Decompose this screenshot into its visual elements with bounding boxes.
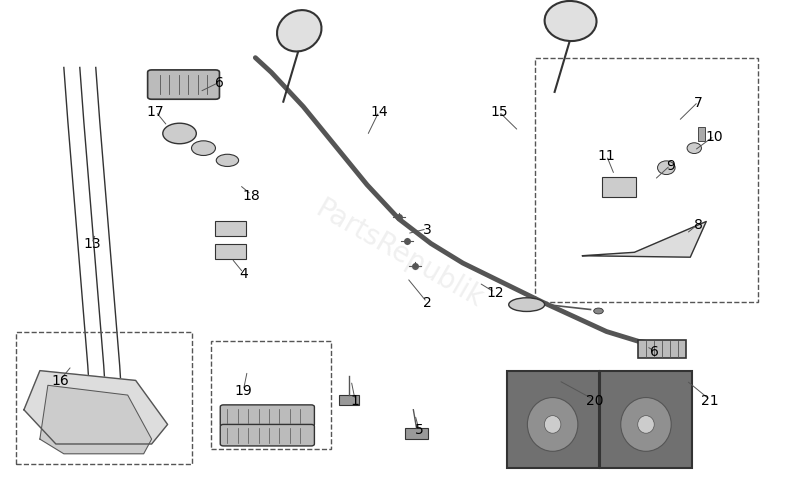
Text: 12: 12 [486, 286, 504, 300]
Bar [211, 342, 331, 449]
Ellipse shape [621, 398, 671, 451]
Ellipse shape [277, 11, 322, 52]
Ellipse shape [594, 308, 603, 314]
Polygon shape [40, 386, 152, 454]
Ellipse shape [658, 162, 675, 175]
Ellipse shape [192, 142, 215, 156]
Polygon shape [24, 371, 168, 444]
Text: 16: 16 [51, 374, 69, 387]
Ellipse shape [544, 416, 561, 433]
Text: 10: 10 [705, 130, 723, 143]
FancyBboxPatch shape [220, 405, 314, 427]
Text: 14: 14 [370, 105, 388, 119]
Text: 15: 15 [490, 105, 508, 119]
Ellipse shape [509, 298, 545, 312]
Text: 4: 4 [239, 266, 247, 280]
Bar [602, 177, 636, 198]
Ellipse shape [527, 398, 578, 451]
Bar [339, 395, 359, 405]
Text: 6: 6 [215, 76, 224, 90]
Ellipse shape [544, 2, 597, 42]
Bar [16, 332, 192, 464]
Bar [215, 244, 246, 260]
Text: 8: 8 [693, 218, 703, 231]
Bar [600, 371, 692, 468]
Text: 9: 9 [666, 159, 675, 173]
Bar [215, 221, 246, 237]
Text: 17: 17 [147, 105, 164, 119]
Ellipse shape [163, 124, 196, 144]
Text: 11: 11 [598, 149, 615, 163]
Bar [535, 59, 758, 303]
Bar [698, 128, 705, 142]
Text: PartsRepublik: PartsRepublik [310, 195, 488, 313]
Text: 2: 2 [423, 296, 431, 309]
FancyBboxPatch shape [220, 425, 314, 446]
FancyBboxPatch shape [148, 71, 219, 100]
Ellipse shape [638, 416, 654, 433]
Text: 19: 19 [235, 384, 252, 397]
Bar [405, 428, 428, 439]
Ellipse shape [216, 155, 239, 167]
Text: 21: 21 [701, 393, 719, 407]
Polygon shape [583, 222, 706, 258]
Text: 20: 20 [586, 393, 603, 407]
Ellipse shape [687, 143, 701, 154]
Text: 5: 5 [415, 423, 423, 436]
Bar [507, 371, 598, 468]
Text: 6: 6 [650, 345, 659, 358]
Text: 7: 7 [694, 96, 702, 109]
Text: 1: 1 [350, 393, 360, 407]
Text: 3: 3 [423, 223, 431, 236]
Bar [638, 340, 686, 359]
Text: 13: 13 [83, 237, 101, 251]
Text: 18: 18 [243, 188, 260, 202]
